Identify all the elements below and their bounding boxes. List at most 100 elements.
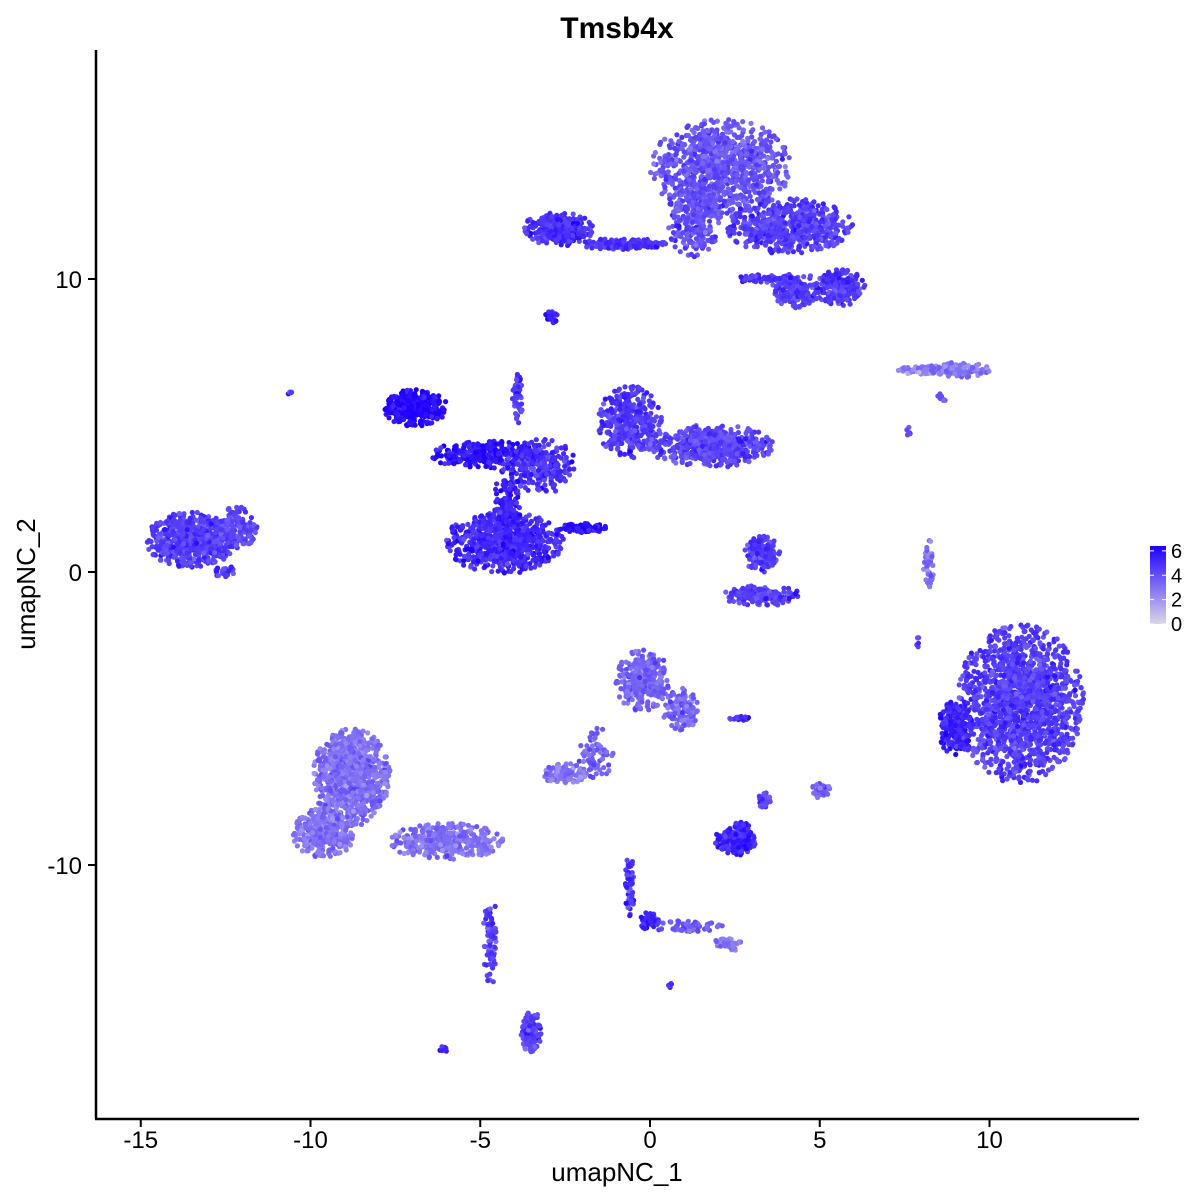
data-point xyxy=(553,536,559,543)
data-point xyxy=(744,151,750,157)
data-point xyxy=(679,134,685,140)
data-point xyxy=(540,538,546,544)
data-point xyxy=(744,231,750,237)
data-point xyxy=(783,237,789,243)
data-point xyxy=(554,531,560,537)
data-point xyxy=(558,455,564,461)
data-point xyxy=(662,157,668,163)
data-point xyxy=(829,274,836,280)
data-point xyxy=(622,432,628,438)
data-point xyxy=(709,234,715,241)
data-point xyxy=(511,537,518,543)
data-point xyxy=(672,152,679,158)
data-point xyxy=(558,526,564,532)
data-point xyxy=(715,179,721,185)
data-point xyxy=(651,175,658,182)
data-point xyxy=(782,183,788,189)
data-point xyxy=(602,525,609,531)
data-point xyxy=(411,393,417,399)
data-point xyxy=(607,240,613,246)
data-point xyxy=(550,469,557,475)
data-point xyxy=(762,129,768,135)
data-point xyxy=(616,386,623,392)
data-point xyxy=(562,478,569,484)
data-point xyxy=(695,154,702,160)
data-point xyxy=(461,445,467,451)
data-point xyxy=(535,467,542,473)
data-point xyxy=(464,546,470,552)
data-point xyxy=(764,148,770,154)
data-point xyxy=(526,546,533,552)
data-point xyxy=(484,551,490,557)
data-point xyxy=(563,454,569,461)
data-point xyxy=(469,546,475,553)
data-point xyxy=(556,222,562,228)
data-point xyxy=(695,206,701,212)
data-point xyxy=(717,144,723,150)
data-point xyxy=(725,125,731,131)
data-point xyxy=(418,418,424,425)
data-point xyxy=(766,177,772,183)
data-point xyxy=(826,299,832,305)
data-point xyxy=(443,399,449,405)
data-point xyxy=(774,275,780,282)
data-point xyxy=(747,193,753,199)
data-point xyxy=(669,140,675,147)
data-point xyxy=(511,507,517,513)
data-point xyxy=(809,224,815,230)
data-point xyxy=(730,187,736,193)
data-point xyxy=(847,301,853,307)
data-point xyxy=(720,183,726,190)
data-point xyxy=(859,277,865,283)
data-point xyxy=(506,556,512,562)
data-point xyxy=(471,536,477,542)
data-point xyxy=(620,239,627,245)
data-point xyxy=(826,220,832,227)
data-point xyxy=(474,544,480,550)
data-point xyxy=(691,130,697,136)
data-point xyxy=(715,175,722,181)
data-point xyxy=(626,412,632,418)
data-point xyxy=(713,171,719,177)
data-point xyxy=(522,225,528,231)
data-point xyxy=(534,481,540,487)
data-point xyxy=(757,136,763,142)
data-point xyxy=(514,528,520,534)
data-point xyxy=(734,239,740,245)
data-point xyxy=(609,410,615,416)
data-point xyxy=(730,206,736,212)
data-point xyxy=(657,155,663,161)
data-point xyxy=(728,129,734,135)
data-point xyxy=(535,486,541,492)
data-point xyxy=(737,206,744,212)
data-point xyxy=(729,214,735,220)
data-point xyxy=(782,298,788,304)
data-point xyxy=(582,239,588,245)
data-point xyxy=(623,245,629,251)
data-point xyxy=(681,149,687,155)
data-point xyxy=(850,290,856,297)
data-point xyxy=(699,160,706,166)
data-point xyxy=(782,164,788,170)
data-point xyxy=(761,189,767,195)
data-point xyxy=(749,198,755,204)
data-point xyxy=(426,394,432,400)
data-point xyxy=(823,243,829,249)
data-point xyxy=(657,167,663,173)
data-point xyxy=(701,133,707,139)
data-point xyxy=(690,141,697,147)
data-point xyxy=(719,152,725,158)
data-point xyxy=(649,417,655,423)
data-point xyxy=(503,495,509,501)
data-point xyxy=(516,546,522,552)
data-point xyxy=(490,563,496,569)
data-point xyxy=(831,204,837,210)
data-point xyxy=(668,161,674,167)
data-point xyxy=(508,568,514,575)
data-point xyxy=(509,475,515,481)
data-point xyxy=(681,188,688,194)
data-point xyxy=(491,553,497,559)
data-point xyxy=(722,177,729,184)
data-point xyxy=(522,485,528,491)
data-point xyxy=(493,441,499,447)
